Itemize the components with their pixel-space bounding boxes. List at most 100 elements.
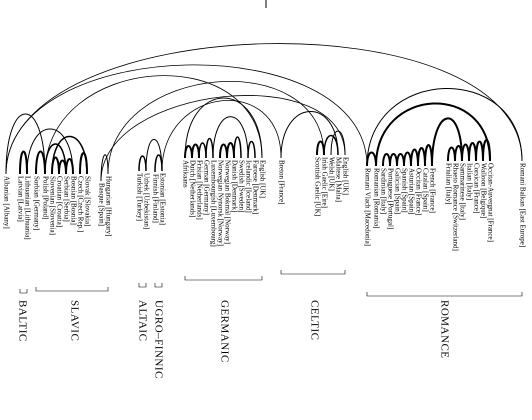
tree-arc bbox=[403, 151, 412, 167]
tree-arc bbox=[219, 143, 228, 159]
leaf-label: Bosnian [Bosnia] bbox=[69, 176, 77, 225]
group-bracket bbox=[154, 283, 163, 288]
leaf-label: Occitan-Auvergnat [France] bbox=[486, 163, 494, 242]
leaf-label: English [UK] bbox=[258, 160, 266, 198]
leaf-label: Sardinian [Italy] bbox=[379, 168, 387, 214]
tree-arc bbox=[26, 128, 74, 175]
group-brackets bbox=[19, 270, 523, 297]
group-bracket bbox=[19, 289, 28, 294]
leaf-label: Norwegian Bokmål [Norway] bbox=[223, 160, 231, 244]
tree-arc bbox=[205, 137, 214, 159]
leaf-label: Dutch [Netherlands] bbox=[188, 160, 196, 217]
leaf-label: Romanian [Romania] bbox=[372, 168, 380, 228]
tree-arc bbox=[184, 145, 193, 159]
tree-arc bbox=[461, 143, 470, 162]
leaf-label: Lithuanian [Lithuania] bbox=[23, 176, 31, 240]
group-label: GERMANIC bbox=[218, 300, 230, 363]
tree-arc bbox=[396, 153, 405, 167]
group-bracket bbox=[138, 283, 147, 288]
leaf-label: Icelandic [Iceland] bbox=[244, 160, 252, 213]
tree-arc bbox=[212, 116, 249, 159]
tree-arc bbox=[247, 140, 256, 159]
group-label: SLAVIC bbox=[68, 300, 80, 341]
leaf-label: Sorbian [Germany] bbox=[32, 176, 40, 230]
leaf-label: Romani Balkan [East Europe] bbox=[518, 163, 526, 247]
leaf-label: Turkish [Turkey] bbox=[135, 173, 143, 221]
leaf-label: Maltese [Malta] bbox=[334, 157, 342, 202]
tree-arc bbox=[51, 135, 88, 175]
tree-arc bbox=[389, 153, 398, 167]
leaf-label: Rhaeto Romance [Switzerland] bbox=[451, 163, 459, 251]
tree-arc bbox=[375, 102, 491, 167]
group-bracket bbox=[35, 287, 109, 292]
leaf-label: Albanian [Albany] bbox=[2, 176, 10, 229]
leaf-label: Welsh [UK] bbox=[327, 157, 335, 191]
leaf-label: Romani Vlach [Macedonia] bbox=[363, 168, 371, 246]
tree-arc bbox=[44, 75, 263, 175]
leaf-label: Polish [Poland] bbox=[41, 176, 49, 219]
leaf-labels: Albanian [Albany] Latvian [Latvia] Lithuan… bbox=[2, 157, 526, 251]
group-bracket bbox=[184, 276, 263, 281]
tree-arc bbox=[19, 150, 28, 175]
tree-arc bbox=[382, 153, 391, 167]
group-label: ALTAIC bbox=[136, 300, 148, 341]
tree-arc bbox=[145, 139, 163, 172]
leaf-label: Friulian [Italy] bbox=[444, 163, 452, 204]
leaf-label: Uzbek [Uzbekistan] bbox=[142, 173, 150, 229]
leaf-label: Irish Gaelic [Eire] bbox=[320, 157, 328, 208]
leaf-label: German [Germany] bbox=[202, 160, 210, 215]
group-bracket bbox=[366, 292, 523, 297]
tree-arc bbox=[424, 144, 433, 167]
leaf-label: Estonian [Estonia] bbox=[158, 173, 166, 225]
leaf-label: Czech [Czech Rep.] bbox=[76, 176, 84, 232]
group-label: CELTIC bbox=[308, 300, 320, 341]
leaf-label: Swedish [Sweden] bbox=[237, 160, 245, 212]
leaf-label: Galician [Spain] bbox=[393, 168, 401, 214]
leaf-label: Danish [Denmark] bbox=[230, 160, 238, 212]
group-label: UGRO–FINNIC bbox=[152, 300, 164, 379]
tree-arc bbox=[198, 142, 207, 159]
leaf-label: Italian [Italy] bbox=[465, 163, 473, 200]
leaf-label: Scottish Gaelic [UK] bbox=[313, 157, 321, 216]
group-labels: BALTIC SLAVIC ALTAIC UGRO–FINNIC GERMANIC CEL… bbox=[16, 300, 450, 379]
root-arc bbox=[5, 43, 523, 175]
leaf-label: Catalan [Spain] bbox=[421, 168, 429, 212]
tree-arc bbox=[107, 81, 325, 175]
tree-arc bbox=[35, 150, 46, 175]
tree-arc bbox=[280, 111, 339, 159]
tree-arc bbox=[226, 142, 235, 159]
tree-arc bbox=[184, 97, 263, 159]
leaf-label: Breton [France] bbox=[277, 160, 285, 205]
tree-arc bbox=[5, 64, 368, 175]
tree-arc bbox=[100, 95, 346, 182]
leaf-label: Hungarian [Hungary] bbox=[104, 176, 112, 236]
leaf-label: Slovak [Slovakia] bbox=[83, 176, 91, 226]
leaf-label: Basque [Spain] bbox=[97, 183, 105, 226]
tree-arc bbox=[233, 136, 242, 159]
leaf-label: Finnish [Finland] bbox=[151, 174, 159, 223]
leaf-label: Sammarinese [Italy] bbox=[458, 163, 466, 220]
tree-arc bbox=[417, 147, 426, 167]
leaf-label: Croatian [Croatia] bbox=[55, 176, 63, 227]
group-bracket bbox=[280, 270, 346, 275]
tree-arc bbox=[191, 143, 200, 159]
leaf-label: Slovenian [Slovenia] bbox=[48, 176, 56, 235]
leaf-label: Afrikaans bbox=[181, 160, 189, 188]
leaf-label: Occitan [France] bbox=[414, 168, 422, 215]
leaf-label: Corsican [France] bbox=[472, 163, 480, 213]
tree-arc bbox=[431, 117, 463, 167]
group-label: ROMANCE bbox=[438, 300, 450, 359]
tree-arc bbox=[447, 146, 456, 162]
leaf-label: Latvian [Latvia] bbox=[16, 176, 24, 222]
leaf-label: Serbian [Serbia] bbox=[62, 176, 70, 222]
leaf-label: Portuguese [Portugal] bbox=[386, 168, 394, 229]
tree-arc bbox=[410, 148, 419, 167]
leaf-label: Luxembourgish [Luxembourg] bbox=[209, 160, 217, 247]
tree-arc bbox=[468, 142, 477, 162]
leaf-label: French [France] bbox=[428, 168, 436, 213]
tree-arc bbox=[161, 100, 282, 172]
group-label: BALTIC bbox=[16, 300, 28, 342]
tree-arc bbox=[366, 151, 377, 167]
tree-arc bbox=[366, 88, 523, 167]
